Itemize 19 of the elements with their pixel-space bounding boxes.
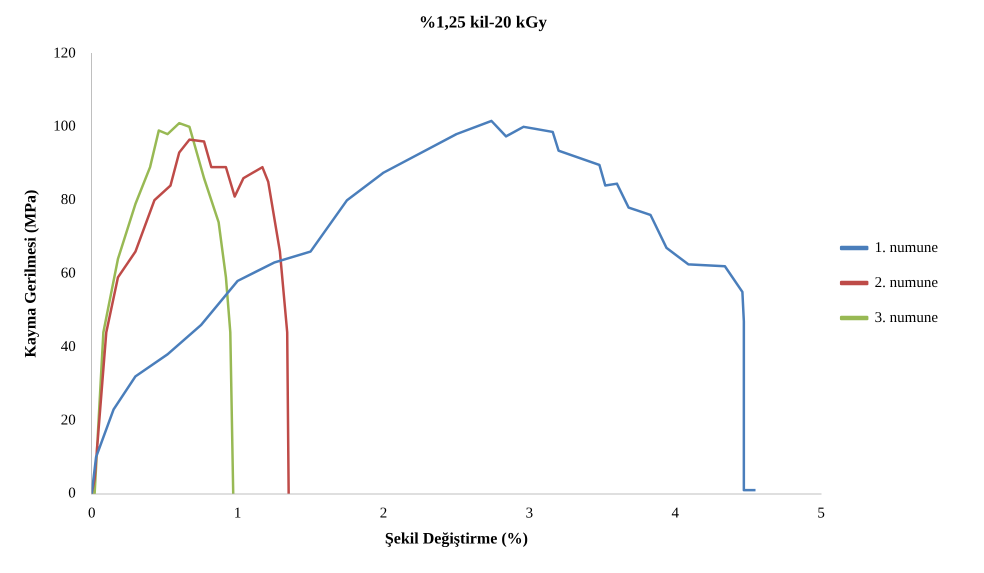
legend-label: 1. numune (874, 240, 938, 256)
x-tick-label: 1 (234, 506, 242, 522)
x-tick-label: 3 (526, 506, 534, 522)
y-tick-label: 20 (60, 412, 76, 428)
legend-label: 3. numune (874, 310, 938, 326)
chart-title: %1,25 kil-20 kGy (419, 12, 548, 32)
y-tick-label: 120 (53, 45, 76, 62)
y-tick-label: 40 (60, 338, 76, 355)
y-tick-label: 0 (68, 486, 76, 502)
y-tick-label: 100 (53, 118, 76, 135)
y-tick-label: 60 (60, 266, 76, 282)
y-axis-title: Kayma Gerilmesi (MPa) (22, 190, 40, 358)
x-axis-title: Şekil Değiştirme (%) (384, 530, 528, 548)
legend-label: 2. numune (874, 274, 938, 291)
x-tick-label: 2 (380, 506, 388, 522)
x-tick-label: 5 (817, 506, 825, 522)
x-tick-label: 4 (672, 506, 680, 522)
y-tick-label: 80 (60, 192, 76, 208)
x-tick-label: 0 (88, 506, 96, 522)
